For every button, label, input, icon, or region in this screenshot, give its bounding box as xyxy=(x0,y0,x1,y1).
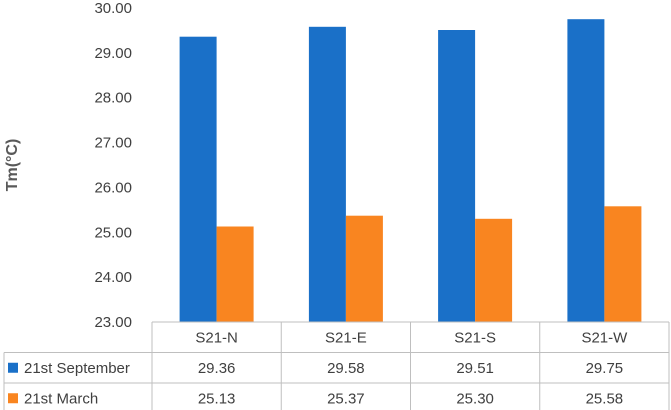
data-label: 29.36 xyxy=(198,360,236,377)
y-tick-label: 25.00 xyxy=(94,224,132,241)
y-tick-label: 23.00 xyxy=(94,314,132,331)
data-label: 29.51 xyxy=(456,360,494,377)
data-label: 25.58 xyxy=(586,390,624,407)
legend-label: 21st March xyxy=(24,390,98,407)
bar-s21-s-series-2 xyxy=(475,218,513,322)
data-label: 25.30 xyxy=(456,390,494,407)
category-label: S21-W xyxy=(581,329,628,346)
legend-swatch xyxy=(8,362,18,373)
legend-label: 21st September xyxy=(24,360,130,377)
bar-s21-w-series-1 xyxy=(567,19,605,322)
bars xyxy=(179,19,642,323)
data-label: 29.58 xyxy=(327,360,365,377)
y-tick-label: 30.00 xyxy=(94,0,132,17)
y-axis-ticks: 23.00 24.00 25.00 26.00 27.00 28.00 29.00 30.00 xyxy=(94,0,132,331)
bar-s21-n-series-2 xyxy=(216,226,254,322)
y-tick-label: 29.00 xyxy=(94,45,132,62)
y-axis-label: Tm(°C) xyxy=(4,139,21,192)
category-label: S21-E xyxy=(325,329,367,346)
bar-s21-w-series-2 xyxy=(604,206,642,322)
data-label: 25.37 xyxy=(327,390,365,407)
data-label: 29.75 xyxy=(586,360,624,377)
y-tick-label: 24.00 xyxy=(94,269,132,286)
bar-s21-e-series-1 xyxy=(308,26,346,323)
bar-s21-n-series-1 xyxy=(179,36,217,322)
y-tick-label: 26.00 xyxy=(94,179,132,196)
bar-s21-e-series-2 xyxy=(345,215,383,322)
data-table: S21-N S21-E S21-S S21-W 21st September 29.36 2… xyxy=(3,321,670,410)
data-label: 25.13 xyxy=(198,390,236,407)
legend-swatch xyxy=(8,393,18,404)
category-label: S21-N xyxy=(195,329,238,346)
bar-s21-s-series-1 xyxy=(438,30,476,322)
category-label: S21-S xyxy=(454,329,496,346)
y-tick-label: 27.00 xyxy=(94,135,132,152)
y-tick-label: 28.00 xyxy=(94,90,132,107)
